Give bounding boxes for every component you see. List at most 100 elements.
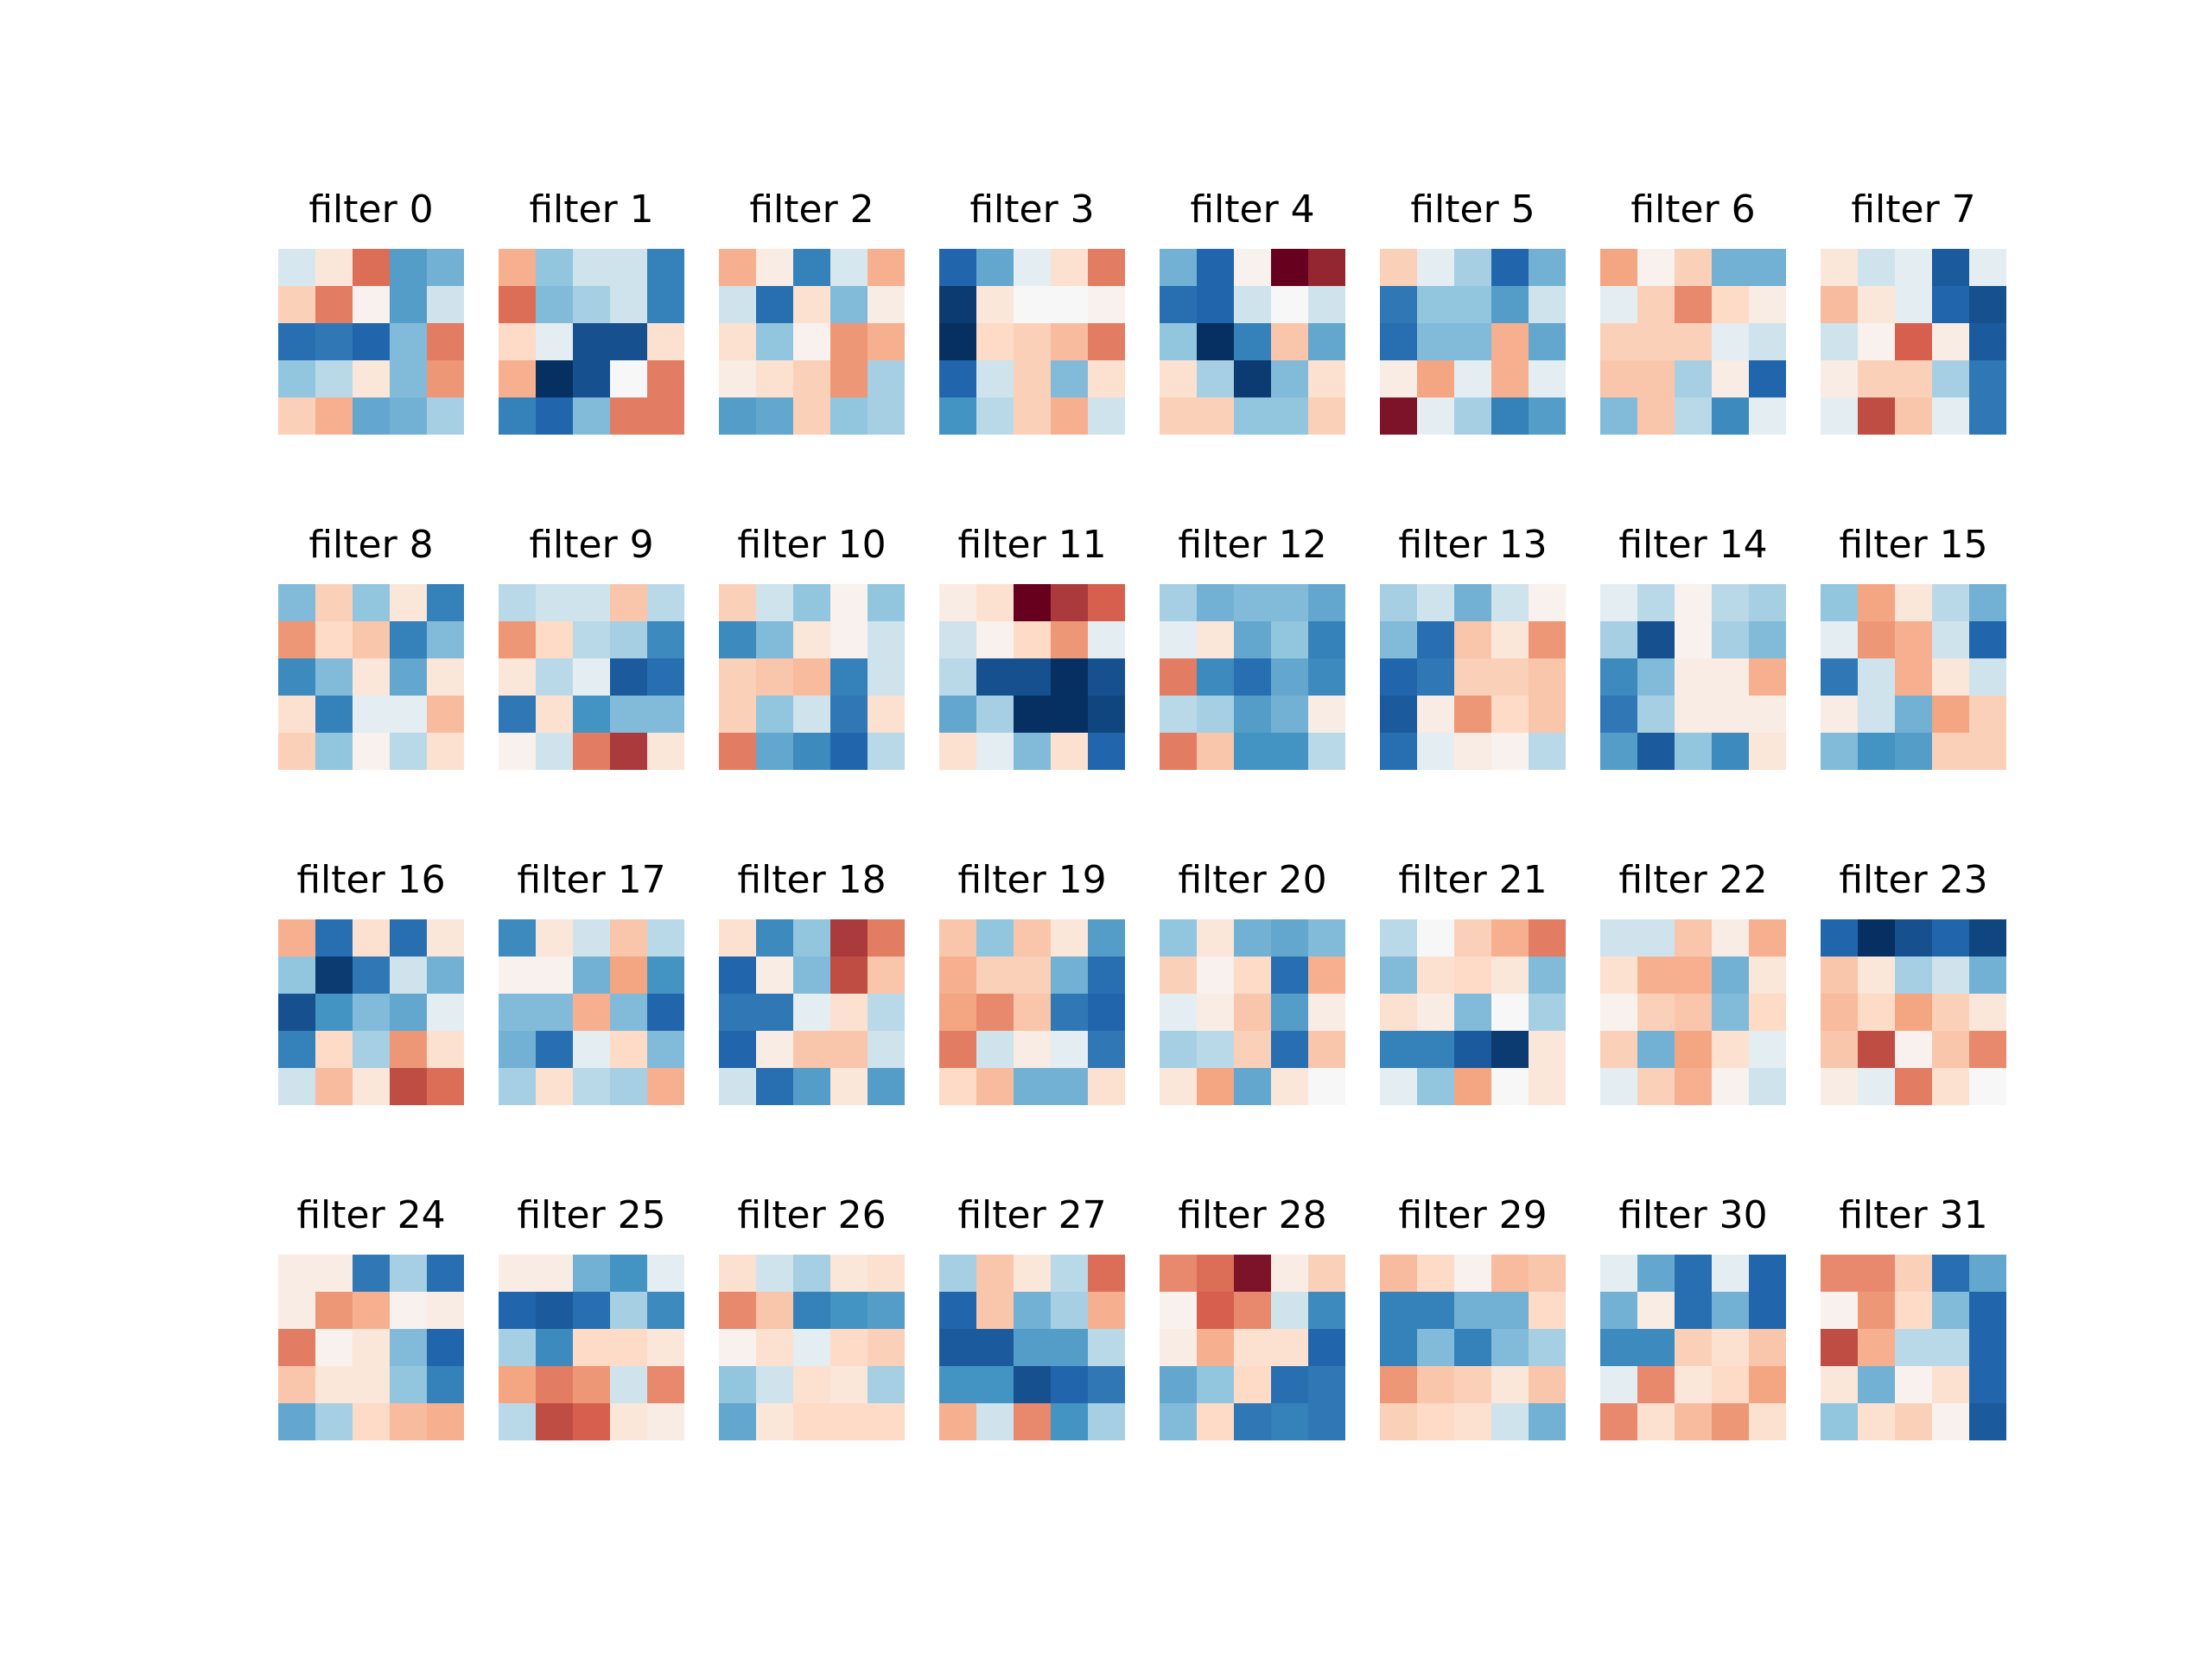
filter-heatmap-19 [939, 919, 1125, 1105]
heatmap-cell-9-3-3 [610, 696, 647, 733]
filter-heatmap-26 [719, 1255, 905, 1440]
heatmap-cell-13-4-4 [1529, 733, 1566, 770]
heatmap-cell-13-2-1 [1417, 658, 1454, 696]
heatmap-cell-24-1-3 [390, 1292, 427, 1329]
heatmap-cell-15-2-3 [1932, 658, 1969, 696]
heatmap-cell-7-4-4 [1969, 397, 2006, 435]
heatmap-cell-16-2-4 [427, 994, 464, 1031]
heatmap-cell-31-2-4 [1969, 1329, 2006, 1366]
heatmap-cell-11-2-2 [1014, 658, 1051, 696]
heatmap-cell-20-1-3 [1271, 957, 1308, 994]
heatmap-cell-6-1-4 [1749, 286, 1786, 323]
heatmap-cell-13-3-4 [1529, 696, 1566, 733]
heatmap-cell-7-3-2 [1895, 360, 1932, 397]
heatmap-cell-29-4-2 [1454, 1403, 1491, 1440]
heatmap-cell-16-3-0 [278, 1031, 315, 1068]
filter-title-15: filter 15 [1839, 523, 1988, 567]
heatmap-cell-29-1-2 [1454, 1292, 1491, 1329]
heatmap-cell-13-0-4 [1529, 584, 1566, 621]
heatmap-cell-19-2-4 [1088, 994, 1125, 1031]
heatmap-cell-25-4-4 [647, 1403, 684, 1440]
heatmap-cell-14-2-3 [1712, 658, 1749, 696]
heatmap-cell-15-1-1 [1858, 621, 1895, 658]
heatmap-cell-15-0-2 [1895, 584, 1932, 621]
heatmap-cell-8-3-2 [353, 696, 390, 733]
heatmap-cell-12-2-4 [1308, 658, 1345, 696]
heatmap-cell-27-4-3 [1051, 1403, 1088, 1440]
heatmap-cell-23-2-0 [1821, 994, 1858, 1031]
heatmap-cell-20-4-3 [1271, 1068, 1308, 1105]
heatmap-cell-29-0-1 [1417, 1255, 1454, 1292]
heatmap-cell-2-3-2 [793, 360, 830, 397]
heatmap-cell-2-4-2 [793, 397, 830, 435]
heatmap-cell-23-3-0 [1821, 1031, 1858, 1068]
heatmap-cell-18-3-1 [756, 1031, 793, 1068]
heatmap-cell-19-4-4 [1088, 1068, 1125, 1105]
heatmap-cell-12-3-1 [1197, 696, 1234, 733]
heatmap-cell-2-1-2 [793, 286, 830, 323]
heatmap-cell-12-0-2 [1234, 584, 1271, 621]
filter-title-2: filter 2 [749, 188, 874, 232]
heatmap-cell-14-2-4 [1749, 658, 1786, 696]
heatmap-cell-6-3-4 [1749, 360, 1786, 397]
heatmap-cell-24-3-2 [353, 1366, 390, 1403]
heatmap-cell-22-3-4 [1749, 1031, 1786, 1068]
heatmap-cell-13-1-0 [1380, 621, 1417, 658]
heatmap-cell-21-3-0 [1380, 1031, 1417, 1068]
heatmap-cell-29-3-1 [1417, 1366, 1454, 1403]
heatmap-cell-9-4-2 [573, 733, 610, 770]
heatmap-cell-22-1-3 [1712, 957, 1749, 994]
heatmap-cell-26-1-3 [830, 1292, 868, 1329]
heatmap-cell-26-3-3 [830, 1366, 868, 1403]
heatmap-cell-16-0-4 [427, 919, 464, 957]
heatmap-cell-26-4-1 [756, 1403, 793, 1440]
heatmap-cell-30-2-4 [1749, 1329, 1786, 1366]
heatmap-cell-27-2-1 [976, 1329, 1014, 1366]
heatmap-cell-5-0-1 [1417, 249, 1454, 286]
heatmap-cell-23-0-2 [1895, 919, 1932, 957]
heatmap-cell-28-4-1 [1197, 1403, 1234, 1440]
heatmap-cell-23-3-2 [1895, 1031, 1932, 1068]
heatmap-cell-12-4-0 [1160, 733, 1197, 770]
heatmap-cell-30-1-2 [1675, 1292, 1712, 1329]
heatmap-cell-3-3-2 [1014, 360, 1051, 397]
heatmap-cell-15-4-2 [1895, 733, 1932, 770]
heatmap-cell-1-0-1 [536, 249, 573, 286]
heatmap-cell-1-3-3 [610, 360, 647, 397]
heatmap-cell-2-4-4 [868, 397, 905, 435]
heatmap-cell-4-3-2 [1234, 360, 1271, 397]
heatmap-cell-17-1-0 [499, 957, 536, 994]
heatmap-cell-11-4-0 [939, 733, 976, 770]
heatmap-cell-21-4-2 [1454, 1068, 1491, 1105]
heatmap-cell-31-3-2 [1895, 1366, 1932, 1403]
heatmap-cell-13-4-1 [1417, 733, 1454, 770]
heatmap-cell-11-1-2 [1014, 621, 1051, 658]
heatmap-cell-23-2-3 [1932, 994, 1969, 1031]
heatmap-cell-5-0-2 [1454, 249, 1491, 286]
heatmap-cell-17-0-2 [573, 919, 610, 957]
heatmap-cell-22-4-0 [1600, 1068, 1637, 1105]
heatmap-cell-24-2-0 [278, 1329, 315, 1366]
heatmap-cell-2-0-2 [793, 249, 830, 286]
filter-title-31: filter 31 [1839, 1193, 1988, 1237]
heatmap-cell-24-0-4 [427, 1255, 464, 1292]
heatmap-cell-15-3-3 [1932, 696, 1969, 733]
heatmap-cell-24-4-2 [353, 1403, 390, 1440]
filter-heatmap-10 [719, 584, 905, 770]
heatmap-cell-25-4-1 [536, 1403, 573, 1440]
heatmap-cell-20-2-2 [1234, 994, 1271, 1031]
heatmap-cell-14-4-1 [1637, 733, 1675, 770]
heatmap-cell-31-1-0 [1821, 1292, 1858, 1329]
heatmap-cell-5-2-3 [1491, 323, 1529, 360]
heatmap-cell-21-3-2 [1454, 1031, 1491, 1068]
heatmap-cell-26-4-0 [719, 1403, 756, 1440]
filter-heatmap-2 [719, 249, 905, 435]
heatmap-cell-10-2-2 [793, 658, 830, 696]
heatmap-cell-22-0-3 [1712, 919, 1749, 957]
heatmap-cell-3-0-4 [1088, 249, 1125, 286]
heatmap-cell-13-4-2 [1454, 733, 1491, 770]
heatmap-cell-7-0-0 [1821, 249, 1858, 286]
heatmap-cell-8-1-0 [278, 621, 315, 658]
heatmap-cell-16-4-3 [390, 1068, 427, 1105]
heatmap-cell-31-2-2 [1895, 1329, 1932, 1366]
